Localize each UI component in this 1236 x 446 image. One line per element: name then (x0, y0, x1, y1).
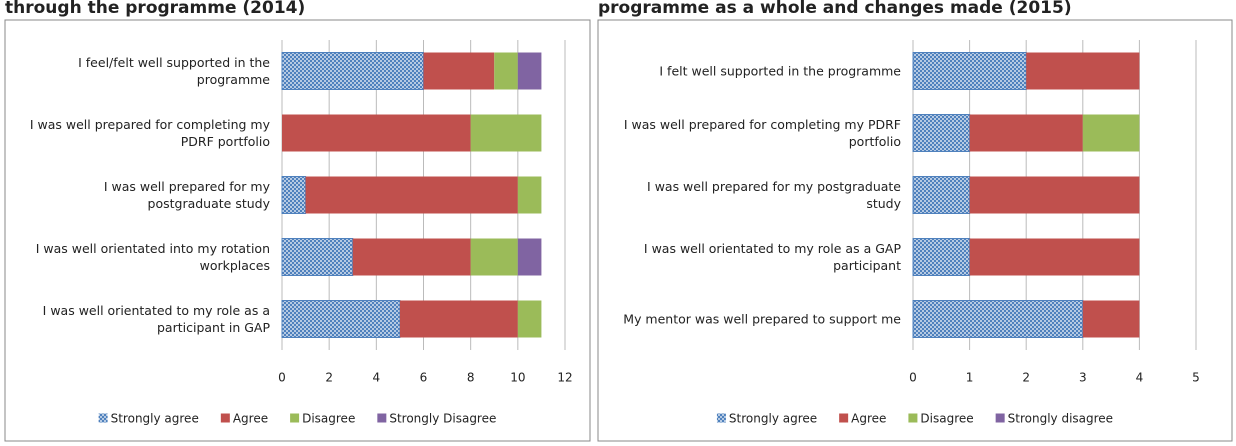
bar-segment (912, 300, 1084, 338)
category-label: I was well orientated into my rotation w… (35, 241, 270, 273)
x-tick-label: 4 (1136, 371, 1144, 385)
x-tick-label: 3 (1079, 371, 1087, 385)
bar-segment (1026, 52, 1140, 90)
category-label: I feel/felt well supported in the progra… (78, 55, 270, 87)
bar-segment (470, 238, 518, 276)
bar-segment (1082, 114, 1140, 152)
legend-marker (290, 413, 300, 423)
bar-segment (352, 238, 471, 276)
bar-segment (517, 238, 542, 276)
x-tick-label: 2 (325, 371, 333, 385)
x-tick-label: 2 (1022, 371, 1030, 385)
legend-marker (377, 413, 387, 423)
bar-segment (281, 176, 307, 214)
bar-segment (969, 238, 1140, 276)
legend-marker (220, 413, 230, 423)
legend-label: Strongly disagree (1008, 412, 1113, 426)
x-tick-label: 0 (909, 371, 917, 385)
bar-segment (281, 300, 401, 338)
legend-label: Agree (851, 412, 886, 426)
bar-segment (282, 114, 471, 152)
category-label: I was well orientated to my role as a pa… (42, 303, 270, 335)
bar-segment (399, 300, 518, 338)
chart-title: programme as a whole and changes made (2… (598, 0, 1072, 18)
bar-segment (1082, 300, 1140, 338)
bar-segment (494, 52, 518, 90)
x-tick-label: 0 (278, 371, 286, 385)
bar-segment (281, 52, 424, 90)
chart-title: through the programme (2014) (5, 0, 305, 18)
category-label: I was well prepared for completing my PD… (623, 117, 901, 149)
legend-label: Disagree (920, 412, 973, 426)
legend-label: Disagree (302, 412, 355, 426)
chart-border (597, 19, 1233, 442)
category-label: I was well prepared for completing my PD… (29, 117, 270, 149)
bar-segment (969, 176, 1140, 214)
legend-marker (839, 413, 849, 423)
x-tick-label: 12 (557, 371, 572, 385)
legend-label: Strongly agree (111, 412, 199, 426)
bar-segment (305, 176, 518, 214)
bar-segment (281, 238, 354, 276)
x-tick-label: 4 (373, 371, 381, 385)
x-tick-label: 8 (467, 371, 475, 385)
legend-marker (908, 413, 918, 423)
bar-segment (423, 52, 495, 90)
category-label: My mentor was well prepared to support m… (623, 311, 901, 327)
category-label: I felt well supported in the programme (659, 63, 901, 79)
legend-label: Strongly Disagree (389, 412, 496, 426)
bar-segment (470, 114, 542, 152)
legend-label: Strongly agree (729, 412, 817, 426)
bar-segment (517, 52, 542, 90)
category-label: I was well orientated to my role as a GA… (643, 241, 901, 273)
bar-segment (912, 52, 1027, 90)
x-tick-label: 1 (966, 371, 974, 385)
legend-label: Agree (233, 412, 268, 426)
category-label: I was well prepared for my postgraduate … (647, 179, 901, 211)
bar-segment (969, 114, 1083, 152)
x-tick-label: 5 (1192, 371, 1200, 385)
chart-border (4, 19, 591, 442)
bar-segment (912, 238, 971, 276)
legend-marker (98, 413, 108, 423)
x-tick-label: 10 (510, 371, 525, 385)
bar-segment (517, 300, 542, 338)
x-tick-label: 6 (420, 371, 428, 385)
bar-segment (912, 176, 971, 214)
bar-segment (517, 176, 542, 214)
legend-marker (716, 413, 726, 423)
category-label: I was well prepared for my postgraduate … (103, 179, 270, 211)
bar-segment (912, 114, 971, 152)
legend-marker (995, 413, 1005, 423)
